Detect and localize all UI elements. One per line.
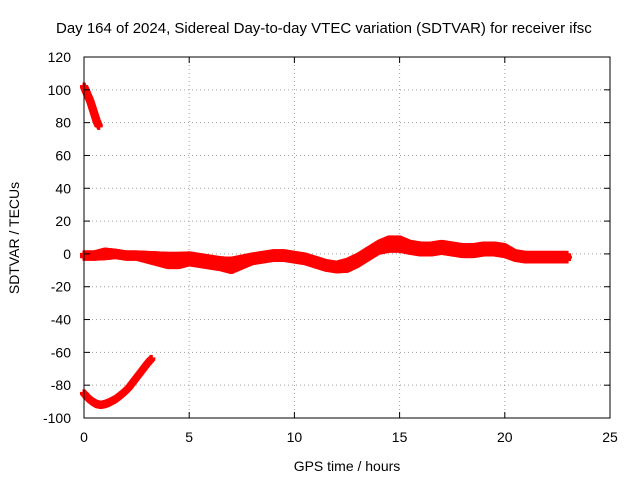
y-tick-label: -60 bbox=[51, 344, 71, 360]
plot-frame bbox=[83, 56, 611, 419]
y-tick-label: 0 bbox=[63, 246, 71, 262]
y-tick-label: -20 bbox=[51, 279, 71, 295]
x-tick-label: 20 bbox=[497, 429, 513, 445]
y-tick-label: 100 bbox=[48, 82, 72, 98]
y-tick-label: -40 bbox=[51, 312, 71, 328]
y-tick-label: 40 bbox=[55, 180, 71, 196]
x-tick-label: 10 bbox=[287, 429, 303, 445]
grid-lines bbox=[84, 57, 610, 418]
x-tick-label: 15 bbox=[392, 429, 408, 445]
axis-ticks: 0 5 10 15 20 25 -100 -80 -60 -40 -20 0 20 40 60 80 100 12… bbox=[43, 49, 618, 445]
y-tick-label: 20 bbox=[55, 213, 71, 229]
y-tick-label: -100 bbox=[43, 410, 71, 426]
x-axis-label: GPS time / hours bbox=[294, 458, 401, 474]
y-tick-label: 80 bbox=[55, 115, 71, 131]
y-tick-label: -80 bbox=[51, 377, 71, 393]
y-tick-label: 120 bbox=[48, 49, 72, 65]
x-tick-label: 0 bbox=[80, 429, 88, 445]
data-point-series-1 bbox=[94, 121, 103, 130]
data-point-series-2 bbox=[147, 354, 156, 363]
data-point-series-3 bbox=[563, 253, 572, 262]
y-axis-label: SDTVAR / TECUs bbox=[6, 182, 22, 294]
chart-title: Day 164 of 2024, Sidereal Day-to-day VTE… bbox=[56, 20, 592, 37]
y-tick-label: 60 bbox=[55, 147, 71, 163]
x-tick-label: 5 bbox=[185, 429, 193, 445]
x-tick-label: 25 bbox=[602, 429, 618, 445]
data-points bbox=[80, 82, 572, 409]
